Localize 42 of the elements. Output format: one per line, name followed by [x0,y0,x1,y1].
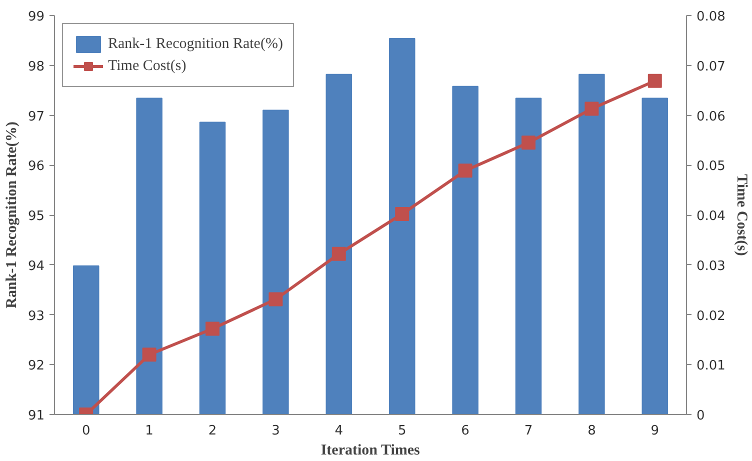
y2-tick-label: 0.05 [696,159,726,174]
point [268,292,283,306]
point [206,322,220,336]
point [522,136,536,150]
y-tick-label: 93 [28,308,45,324]
y-tick-label: 98 [28,59,45,74]
point [584,102,599,116]
point [142,348,156,362]
x-axis-title: Iteration Times [320,442,420,458]
x-tick-label: 5 [398,424,406,438]
y2-tick-label: 0.02 [696,308,726,324]
legend-label: Rank-1 Recognition Rate(%) [108,36,283,52]
y2-tick-label: 0.04 [696,209,726,224]
x-tick-label: 4 [334,424,344,438]
legend-label: Time Cost(s) [108,58,186,74]
y-axis-title: Rank-1 Recognition Rate(%) [4,122,20,308]
y-tick-label: 94 [28,258,45,274]
point [395,207,410,222]
x-tick-label: 6 [461,424,470,438]
x-tick-label: 9 [650,424,660,438]
y2-tick-label: 0.07 [696,59,726,74]
y-tick-label: 91 [28,408,45,424]
x-tick-label: 1 [145,424,154,438]
y2-tick-label: 0.03 [696,258,726,274]
x-tick-label: 0 [82,424,90,438]
x-tick-label: 2 [208,424,217,438]
point [648,74,662,88]
y-tick-label: 99 [28,10,45,24]
y2-tick-label: 0 [696,408,705,424]
y2-axis-title: Time Cost(s) [733,174,750,256]
y-tick-label: 92 [28,358,45,374]
y-tick-label: 95 [28,209,45,224]
point [332,246,346,261]
x-tick-label: 8 [588,424,596,438]
x-tick-label: 3 [272,424,280,438]
y-tick-label: 96 [28,159,45,174]
y2-tick-label: 0.06 [696,109,726,124]
y-tick-label: 97 [28,109,45,124]
y2-tick-label: 0.01 [696,358,726,374]
x-tick-label: 7 [524,424,533,438]
y2-tick-label: 0.08 [696,10,726,24]
point [458,164,472,178]
